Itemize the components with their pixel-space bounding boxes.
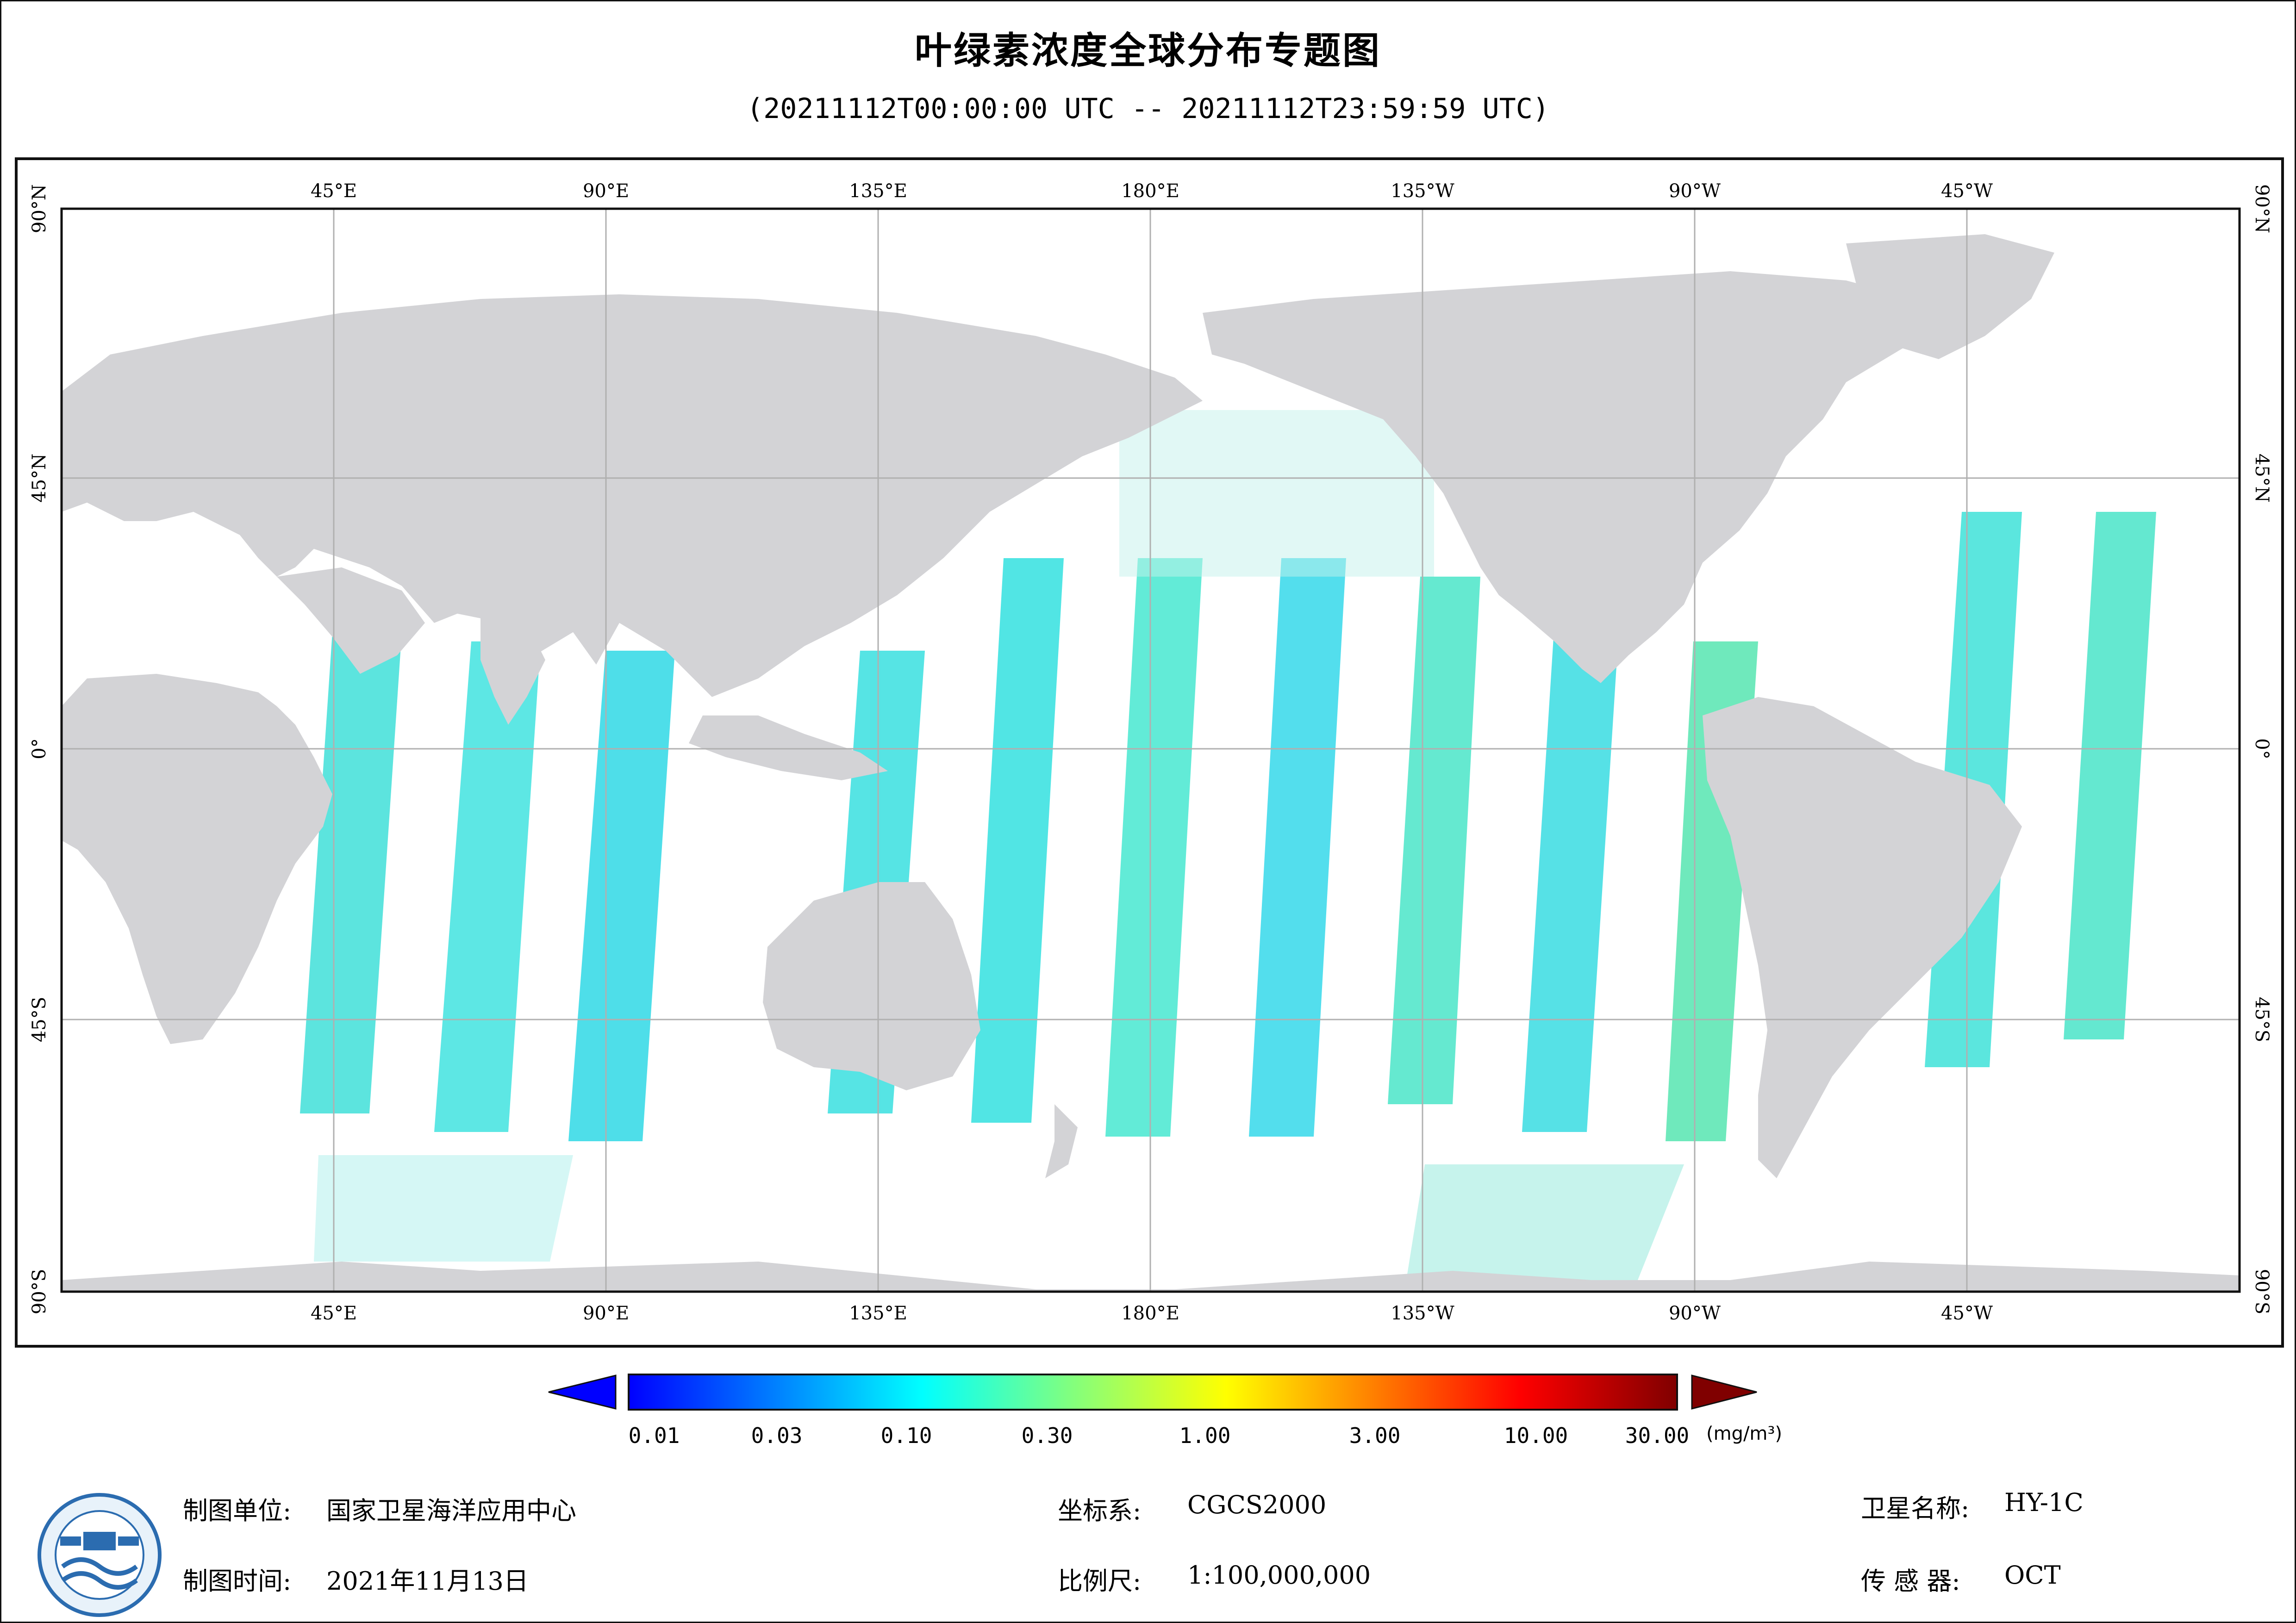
lon-label-top: 135°E (849, 180, 907, 202)
colorbar-gradient (628, 1374, 1678, 1411)
lon-label-top: 180°E (1121, 180, 1179, 202)
colorbar-tick-label: 0.03 (751, 1423, 803, 1448)
top-lon-labels: 45°E 90°E 135°E 180°E 135°W 90°W 45°W (311, 180, 1993, 202)
scale-label: 比例尺: (1058, 1567, 1142, 1596)
colorbar-tick-label: 0.01 (628, 1423, 680, 1448)
colorbar-max-arrow (1691, 1374, 1757, 1410)
map-date-label: 制图时间: (183, 1567, 292, 1596)
south-america-land (1703, 697, 2022, 1178)
africa-land (62, 674, 332, 1044)
lon-label-bottom: 45°E (311, 1303, 357, 1324)
colorbar-tick-label: 3.00 (1349, 1423, 1401, 1448)
lon-label-bottom: 135°E (849, 1303, 907, 1324)
colorbar-tick-label: 1.00 (1179, 1423, 1231, 1448)
graticule (62, 209, 2240, 1292)
india-land (480, 614, 545, 725)
greenland-land (1846, 234, 2054, 359)
producer-value: 国家卫星海洋应用中心 (326, 1496, 576, 1525)
map-frame: 45°E 90°E 135°E 180°E 135°W 90°W 45°W 45… (15, 157, 2284, 1348)
colorbar-min-arrow (548, 1374, 617, 1410)
scale-value: 1:100,000,000 (1187, 1561, 1371, 1590)
lon-label-bottom: 135°W (1391, 1303, 1454, 1324)
producer-label: 制图单位: (183, 1496, 292, 1525)
colorbar-unit-label: (mg/m³) (1706, 1423, 1783, 1444)
sensor-value: OCT (2004, 1561, 2061, 1590)
australia-land (763, 882, 980, 1090)
world-map: 45°E 90°E 135°E 180°E 135°W 90°W 45°W 45… (29, 180, 2272, 1324)
lat-label-right: 90°S (2251, 1269, 2272, 1314)
lon-label-bottom: 90°E (583, 1303, 629, 1324)
lon-label-top: 135°W (1391, 180, 1454, 202)
lat-label-left: 45°S (29, 997, 50, 1042)
colorbar-tick-label: 10.00 (1504, 1423, 1568, 1448)
lon-label-top: 45°W (1941, 180, 1993, 202)
lat-label-left: 90°N (29, 184, 50, 233)
bottom-lon-labels: 45°E 90°E 135°E 180°E 135°W 90°W 45°W (311, 1303, 1993, 1324)
lat-label-right: 45°S (2251, 997, 2272, 1042)
satellite-label: 卫星名称: (1861, 1494, 1970, 1523)
eurasia-land (62, 294, 1203, 697)
colorbar-tick-label: 0.10 (880, 1423, 932, 1448)
lon-label-top: 90°E (583, 180, 629, 202)
satellite-value: HY-1C (2004, 1488, 2084, 1517)
colorbar-legend (548, 1374, 1757, 1411)
arabia-land (277, 567, 425, 674)
sensor-label: 传 感 器: (1861, 1567, 1960, 1596)
left-lat-labels: 90°N 45°N 0° 45°S 90°S (29, 184, 50, 1314)
lat-label-left: 90°S (29, 1269, 50, 1314)
map-date-value: 2021年11月13日 (326, 1567, 529, 1596)
nsoas-logo-icon (37, 1493, 162, 1617)
crs-value: CGCS2000 (1187, 1490, 1327, 1519)
lat-label-left: 0° (29, 738, 50, 759)
new-zealand-land (1045, 1104, 1078, 1178)
page-title: 叶绿素浓度全球分布专题图 (915, 29, 1381, 72)
lon-label-top: 90°W (1669, 180, 1721, 202)
right-lat-labels: 90°N 45°N 0° 45°S 90°S (2251, 184, 2272, 1314)
lon-label-bottom: 180°E (1121, 1303, 1179, 1324)
lat-label-right: 0° (2251, 738, 2272, 759)
indonesia-land (689, 715, 888, 780)
colorbar-tick-label: 0.30 (1021, 1423, 1073, 1448)
lon-label-bottom: 45°W (1941, 1303, 1993, 1324)
north-america-land (1203, 271, 1939, 683)
lon-label-top: 45°E (311, 180, 357, 202)
lat-label-right: 90°N (2251, 184, 2272, 233)
time-range-subtitle: (20211112T00:00:00 UTC -- 20211112T23:59… (747, 93, 1549, 125)
lat-label-right: 45°N (2251, 454, 2272, 503)
crs-label: 坐标系: (1058, 1496, 1142, 1525)
colorbar-tick-label: 30.00 (1625, 1423, 1690, 1448)
lon-label-bottom: 90°W (1669, 1303, 1721, 1324)
lat-label-left: 45°N (29, 454, 50, 503)
